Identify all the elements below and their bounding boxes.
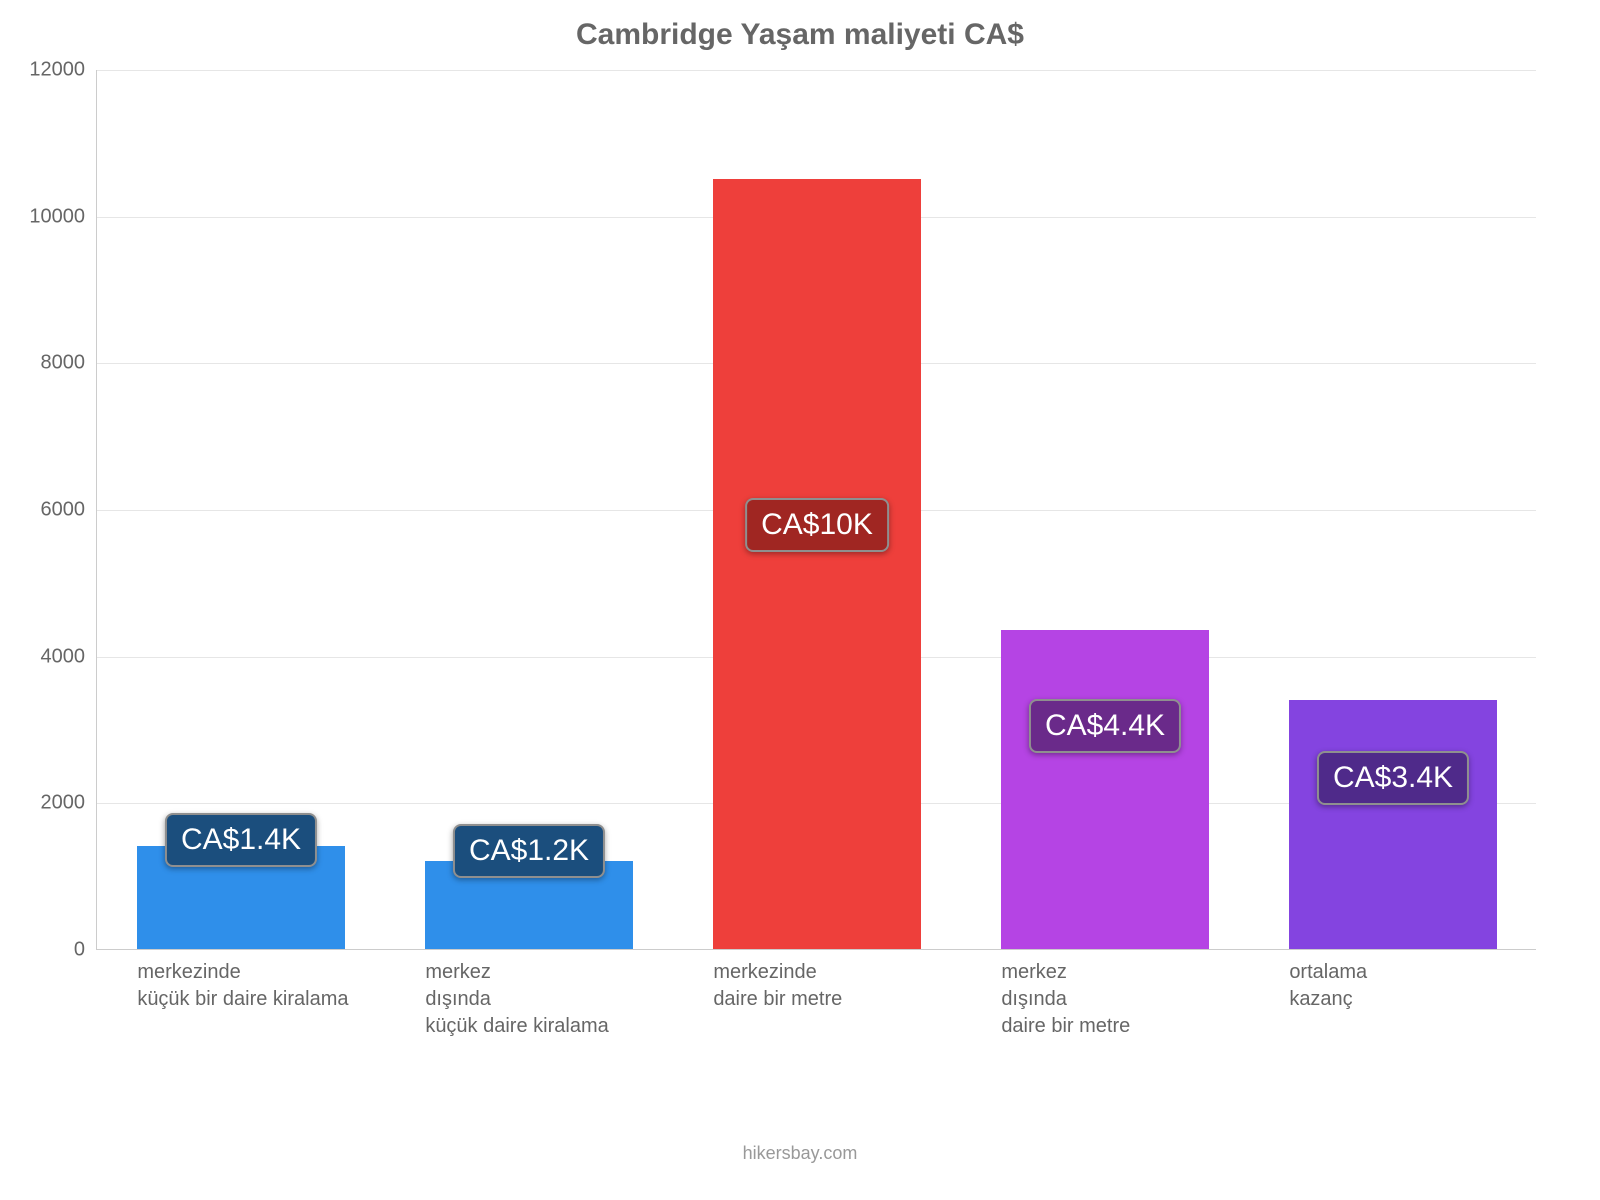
bar (1001, 630, 1208, 949)
y-tick-label: 8000 (41, 352, 98, 375)
bar-value-label: CA$4.4K (1029, 699, 1181, 753)
y-tick-label: 4000 (41, 645, 98, 668)
x-tick-label: merkez dışında küçük daire kiralama (425, 949, 742, 1040)
x-tick-label: merkez dışında daire bir metre (1001, 949, 1318, 1040)
bar (1289, 700, 1496, 949)
bar-value-label: CA$1.2K (453, 824, 605, 878)
gridline (97, 70, 1536, 71)
y-tick-label: 10000 (29, 205, 97, 228)
chart-title: Cambridge Yaşam maliyeti CA$ (0, 18, 1600, 52)
x-tick-label: ortalama kazanç (1289, 949, 1600, 1013)
bar (713, 179, 920, 949)
plot-area: 020004000600080001000012000CA$1.4Kmerkez… (96, 70, 1536, 950)
bar-value-label: CA$10K (745, 498, 889, 552)
chart-credit: hikersbay.com (0, 1143, 1600, 1164)
x-tick-label: merkezinde küçük bir daire kiralama (137, 949, 454, 1013)
x-tick-label: merkezinde daire bir metre (713, 949, 1030, 1013)
bar-value-label: CA$1.4K (165, 813, 317, 867)
y-tick-label: 2000 (41, 792, 98, 815)
chart-container: Cambridge Yaşam maliyeti CA$ 02000400060… (0, 0, 1600, 1200)
y-tick-label: 0 (74, 939, 97, 962)
bar-value-label: CA$3.4K (1317, 751, 1469, 805)
y-tick-label: 6000 (41, 499, 98, 522)
y-tick-label: 12000 (29, 59, 97, 82)
